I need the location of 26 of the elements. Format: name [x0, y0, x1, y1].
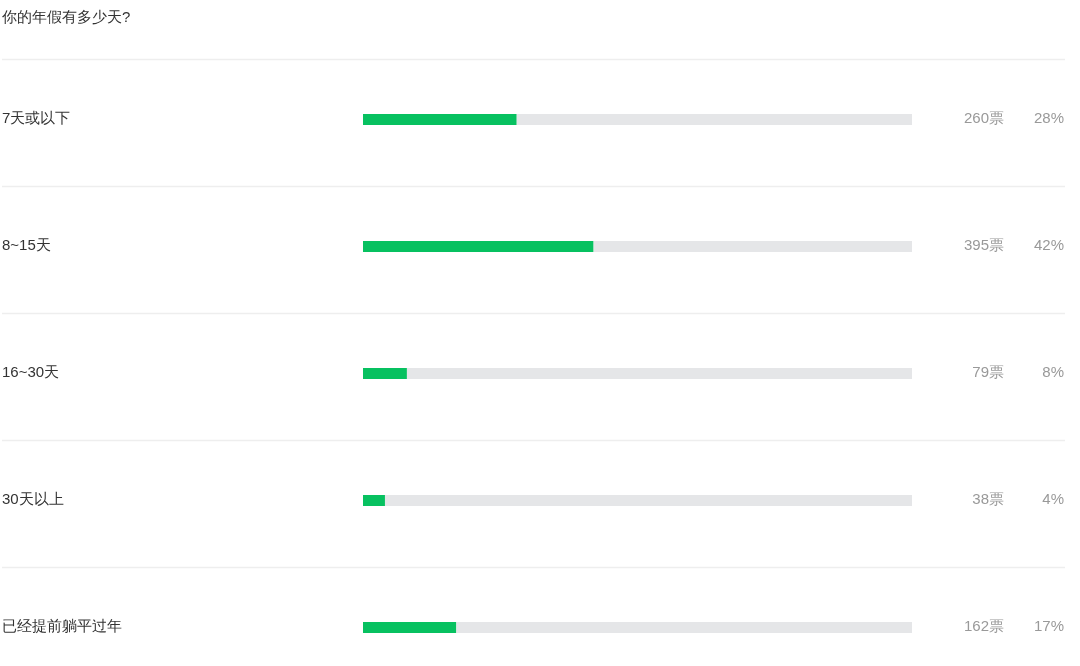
- bar: [363, 368, 407, 379]
- text: 395票: [963, 236, 1004, 254]
- text: 38票: [972, 490, 1004, 508]
- bar: [406, 368, 912, 379]
- y-tick-label: 7天或以下: [2, 109, 71, 127]
- bar: [363, 114, 517, 125]
- bar: [384, 495, 912, 506]
- bar: [593, 241, 912, 252]
- y-tick-label: 8~15天: [2, 236, 51, 254]
- data-label: 42%: [1033, 236, 1064, 254]
- text: 你的年假有多少天?: [1, 7, 131, 25]
- bar: [363, 495, 385, 506]
- y-tick-label: 30天以上: [2, 490, 64, 508]
- bar: [456, 622, 912, 633]
- text: 260票: [963, 109, 1004, 127]
- data-label: 8%: [1042, 363, 1064, 381]
- data-label: 4%: [1042, 490, 1064, 508]
- y-tick-label: 已经提前躺平过年: [2, 617, 122, 635]
- bar: [516, 114, 912, 125]
- y-tick-label: 16~30天: [2, 363, 60, 381]
- data-label: 28%: [1033, 109, 1064, 127]
- text: 162票: [963, 617, 1004, 635]
- data-label: 17%: [1033, 617, 1064, 635]
- bar: [363, 622, 457, 633]
- bar: [363, 241, 594, 252]
- text: 79票: [972, 363, 1004, 381]
